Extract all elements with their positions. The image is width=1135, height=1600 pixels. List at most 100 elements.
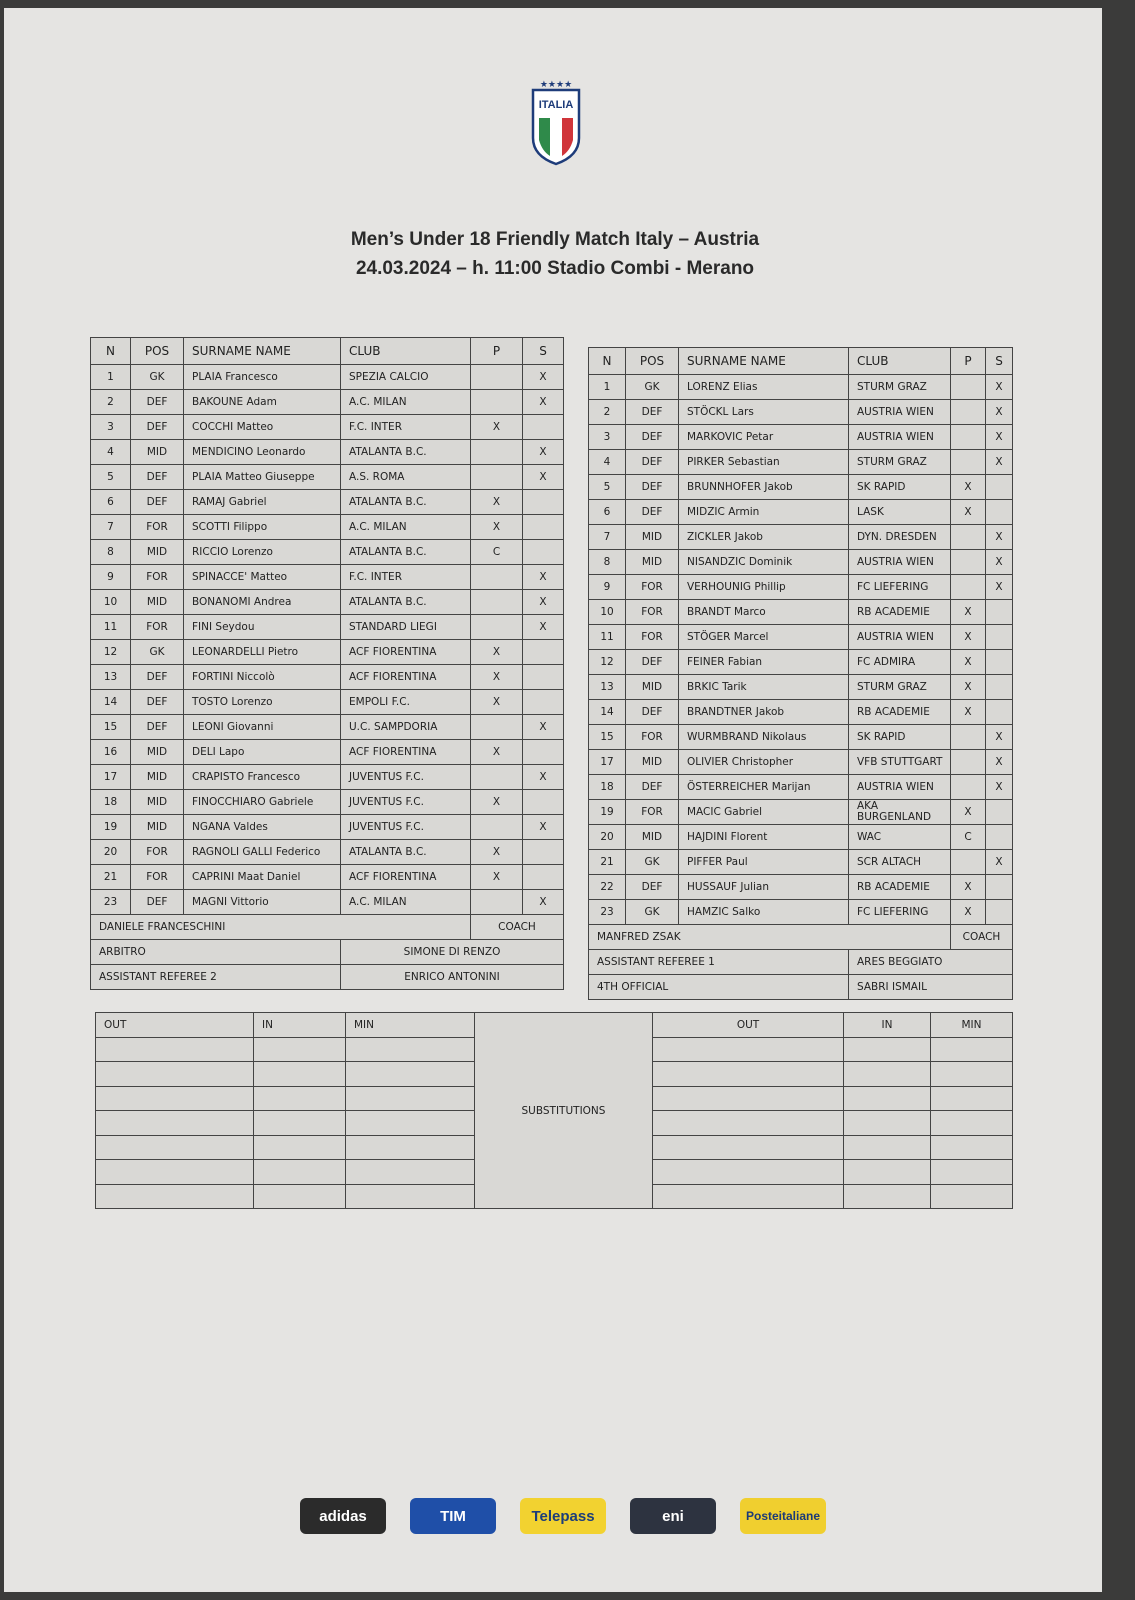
player-p-mark: X (470, 789, 523, 815)
player-number: 23 (90, 889, 131, 915)
player-name: FORTINI Niccolò (183, 664, 341, 690)
substitution-out-cell[interactable] (95, 1134, 254, 1160)
player-club: F.C. INTER (340, 564, 471, 590)
player-s-mark (985, 699, 1013, 725)
substitution-min-cell[interactable] (345, 1183, 475, 1209)
substitution-min-cell[interactable] (930, 1085, 1013, 1111)
substitution-in-cell[interactable] (843, 1183, 931, 1209)
substitution-out-cell[interactable] (652, 1110, 844, 1136)
substitution-min-cell[interactable] (345, 1036, 475, 1062)
player-club: ACF FIORENTINA (340, 739, 471, 765)
col-n: N (90, 337, 131, 365)
player-s-mark: X (985, 424, 1013, 450)
player-name: MARKOVIC Petar (678, 424, 849, 450)
player-s-mark: X (522, 564, 564, 590)
player-row: 12 GK LEONARDELLI Pietro ACF FIORENTINA X (90, 639, 564, 665)
substitution-in-cell[interactable] (253, 1159, 346, 1185)
player-row: 3 DEF MARKOVIC Petar AUSTRIA WIEN X (588, 424, 1013, 450)
player-name: BRUNNHOFER Jakob (678, 474, 849, 500)
player-name: PIFFER Paul (678, 849, 849, 875)
substitution-min-cell[interactable] (930, 1110, 1013, 1136)
substitution-in-cell[interactable] (253, 1110, 346, 1136)
player-p-mark (950, 449, 986, 475)
substitution-out-cell[interactable] (95, 1085, 254, 1111)
player-club: LASK (848, 499, 951, 525)
player-name: FEINER Fabian (678, 649, 849, 675)
player-position: DEF (130, 414, 184, 440)
player-p-mark (950, 399, 986, 425)
player-number: 19 (90, 814, 131, 840)
substitution-min-cell[interactable] (930, 1159, 1013, 1185)
substitution-in-cell[interactable] (843, 1159, 931, 1185)
player-name: PLAIA Francesco (183, 364, 341, 390)
player-club: A.C. MILAN (340, 889, 471, 915)
player-position: DEF (130, 489, 184, 515)
substitution-out-cell[interactable] (95, 1036, 254, 1062)
substitution-min-cell[interactable] (930, 1036, 1013, 1062)
substitution-min-cell[interactable] (345, 1085, 475, 1111)
player-position: DEF (130, 889, 184, 915)
player-name: MACIC Gabriel (678, 799, 849, 825)
substitution-out-cell[interactable] (652, 1183, 844, 1209)
substitution-out-cell[interactable] (95, 1183, 254, 1209)
substitution-min-cell[interactable] (345, 1159, 475, 1185)
player-name: PLAIA Matteo Giuseppe (183, 464, 341, 490)
player-s-mark: X (985, 724, 1013, 750)
substitution-in-cell[interactable] (843, 1085, 931, 1111)
substitution-min-cell[interactable] (345, 1061, 475, 1087)
player-row: 13 MID BRKIC Tarik STURM GRAZ X (588, 674, 1013, 700)
substitution-out-cell[interactable] (652, 1134, 844, 1160)
substitution-min-cell[interactable] (930, 1134, 1013, 1160)
substitution-min-cell[interactable] (930, 1183, 1013, 1209)
player-row: 14 DEF TOSTO Lorenzo EMPOLI F.C. X (90, 689, 564, 715)
substitution-out-cell[interactable] (652, 1159, 844, 1185)
player-row: 4 DEF PIRKER Sebastian STURM GRAZ X (588, 449, 1013, 475)
substitution-in-cell[interactable] (253, 1134, 346, 1160)
player-number: 11 (90, 614, 131, 640)
player-s-mark (985, 499, 1013, 525)
player-name: RAMAJ Gabriel (183, 489, 341, 515)
player-row: 13 DEF FORTINI Niccolò ACF FIORENTINA X (90, 664, 564, 690)
sponsor-logos: adidas TIM Telepass eni Posteitaliane (300, 1498, 826, 1534)
player-p-mark: C (470, 539, 523, 565)
player-number: 22 (588, 874, 626, 900)
substitution-in-cell[interactable] (253, 1085, 346, 1111)
substitution-in-cell[interactable] (843, 1036, 931, 1062)
substitution-in-cell[interactable] (843, 1134, 931, 1160)
player-name: DELI Lapo (183, 739, 341, 765)
player-p-mark: X (470, 514, 523, 540)
substitution-out-cell[interactable] (95, 1061, 254, 1087)
player-club: U.C. SAMPDORIA (340, 714, 471, 740)
player-number: 21 (90, 864, 131, 890)
substitution-in-cell[interactable] (843, 1061, 931, 1087)
player-p-mark (470, 564, 523, 590)
substitution-min-header: MIN (345, 1012, 475, 1038)
player-row: 19 MID NGANA Valdes JUVENTUS F.C. X (90, 814, 564, 840)
substitution-in-cell[interactable] (253, 1036, 346, 1062)
substitution-out-cell[interactable] (652, 1085, 844, 1111)
player-club: RB ACADEMIE (848, 874, 951, 900)
player-position: MID (130, 589, 184, 615)
player-row: 17 MID CRAPISTO Francesco JUVENTUS F.C. X (90, 764, 564, 790)
substitution-row (95, 1061, 1013, 1087)
substitution-min-cell[interactable] (930, 1061, 1013, 1087)
player-club: RB ACADEMIE (848, 599, 951, 625)
player-p-mark (950, 849, 986, 875)
substitution-out-cell[interactable] (95, 1159, 254, 1185)
substitution-min-cell[interactable] (345, 1134, 475, 1160)
substitution-in-cell[interactable] (253, 1061, 346, 1087)
player-p-mark (470, 764, 523, 790)
player-number: 13 (90, 664, 131, 690)
substitution-in-cell[interactable] (843, 1110, 931, 1136)
substitution-in-cell[interactable] (253, 1183, 346, 1209)
player-number: 19 (588, 799, 626, 825)
svg-text:ITALIA: ITALIA (539, 99, 574, 111)
player-name: BONANOMI Andrea (183, 589, 341, 615)
player-s-mark (985, 899, 1013, 925)
substitution-out-cell[interactable] (95, 1110, 254, 1136)
substitution-out-cell[interactable] (652, 1061, 844, 1087)
substitution-out-cell[interactable] (652, 1036, 844, 1062)
player-name: HUSSAUF Julian (678, 874, 849, 900)
substitution-min-cell[interactable] (345, 1110, 475, 1136)
player-name: SPINACCE' Matteo (183, 564, 341, 590)
